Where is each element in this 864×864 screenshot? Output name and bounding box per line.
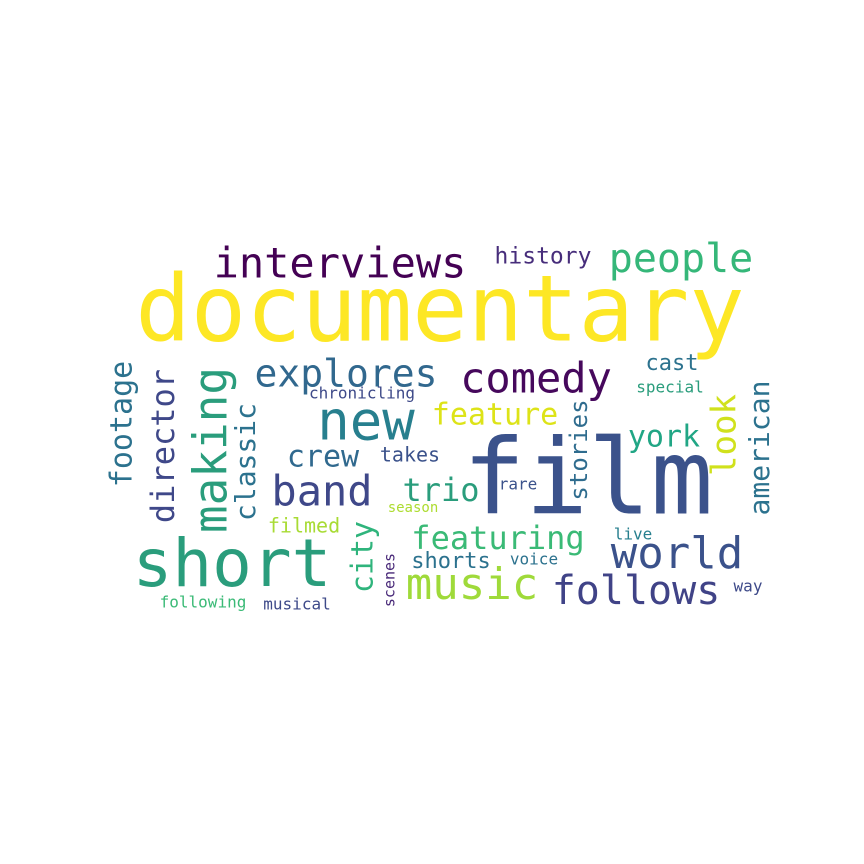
word-people: people: [609, 236, 754, 282]
word-voice: voice: [510, 550, 558, 569]
word-special: special: [636, 378, 703, 397]
word-shorts: shorts: [411, 549, 490, 574]
word-film: film: [463, 416, 713, 538]
word-short: short: [133, 525, 332, 602]
word-live: live: [614, 525, 653, 544]
word-crew: crew: [287, 440, 360, 475]
word-follows: follows: [552, 568, 721, 614]
word-city: city: [346, 521, 381, 593]
word-director: director: [144, 369, 182, 523]
word-musical: musical: [263, 595, 330, 614]
word-scenes: scenes: [381, 553, 399, 607]
word-comedy: comedy: [460, 354, 612, 403]
word-season: season: [388, 500, 439, 516]
word-history: history: [495, 244, 592, 270]
word-explores: explores: [254, 352, 437, 396]
word-documentary: documentary: [135, 255, 744, 362]
word-featuring: featuring: [411, 519, 584, 557]
word-world: world: [611, 528, 743, 579]
word-look: look: [705, 394, 745, 476]
word-stories: stories: [565, 399, 593, 500]
word-filmed: filmed: [268, 514, 340, 538]
word-american: american: [743, 381, 776, 516]
word-chronicling: chronicling: [309, 384, 415, 403]
word-feature: feature: [432, 398, 558, 433]
word-band: band: [271, 467, 372, 516]
word-following: following: [160, 593, 247, 612]
word-classic: classic: [229, 403, 262, 521]
word-interviews: interviews: [214, 239, 467, 288]
word-way: way: [734, 577, 763, 596]
word-cast: cast: [646, 351, 699, 376]
word-making: making: [184, 367, 238, 533]
word-music: music: [406, 559, 538, 610]
word-takes: takes: [380, 443, 440, 467]
word-trio: trio: [402, 471, 479, 509]
word-rare: rare: [499, 475, 538, 494]
word-new: new: [317, 390, 415, 453]
word-york: york: [628, 420, 700, 455]
word-footage: footage: [105, 361, 140, 487]
